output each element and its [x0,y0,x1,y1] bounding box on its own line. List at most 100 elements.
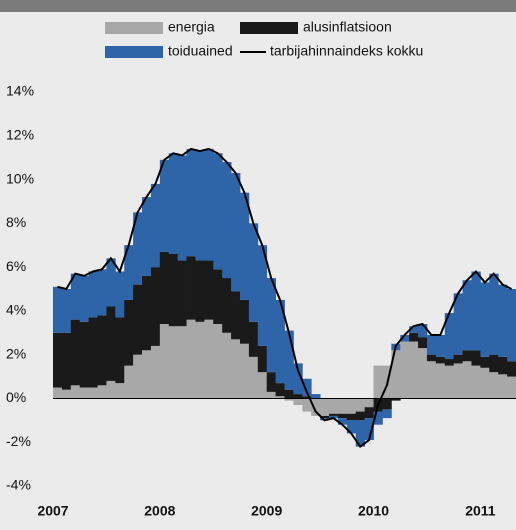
bar-segment [302,378,312,397]
bar-segment [186,148,196,257]
bar-segment [418,348,428,399]
bar-segment [426,361,437,399]
bar-segment [284,389,294,399]
bar-segment [453,293,463,355]
bar-segment [507,376,516,399]
bar-segment [337,418,348,425]
bar-segment [320,415,330,419]
bar-segment [231,172,241,292]
legend-label: tarbijahinnaindeks kokku [270,43,423,59]
bar-segment [257,372,268,399]
bar-segment [480,367,490,399]
bar-segment [61,332,72,390]
bar-segment [124,245,134,300]
bar-segment [79,275,90,322]
bar-segment [142,350,152,399]
bar-segment [70,273,81,320]
bar-segment [489,273,499,355]
bar-segment [115,317,125,384]
bar-segment [346,420,357,434]
bar-segment [159,324,170,399]
bar-segment [275,383,285,397]
bar-segment [444,359,455,366]
bar-segment [106,306,116,381]
bar-segment [489,354,499,373]
bar-segment [409,341,419,399]
bar-segment [239,192,250,300]
bar-segment [364,398,374,408]
bar-segment [391,398,401,401]
bar-segment [177,155,187,261]
y-tick-label: 2% [6,345,26,361]
bar-segment [462,361,472,399]
bar-segment [320,398,330,416]
bar-segment [222,162,232,279]
bar-segment [453,354,463,364]
bar-segment [248,321,259,357]
y-tick-label: -4% [6,477,31,493]
bar-segment [204,260,214,320]
x-tick-label: 2007 [37,503,68,519]
bar-segment [293,394,303,399]
bar-segment [453,363,463,399]
bar-segment [400,341,410,399]
bar-segment [159,159,170,252]
bar-segment [471,365,481,399]
bar-segment [480,282,490,357]
bar-segment [462,350,472,362]
line-series [57,147,512,449]
legend-swatch [240,22,298,34]
bar-segment [364,407,374,419]
bar-segment [231,339,241,399]
bar-segment [115,383,125,399]
bar-segment [435,356,446,364]
bar-segment [266,391,276,399]
bar-segment [257,345,268,373]
x-tick-label: 2008 [144,503,175,519]
y-tick-label: 12% [6,126,34,142]
bar-segment [355,398,366,412]
bar-segment [177,260,187,327]
bar-segment [70,385,81,399]
bar-segment [61,289,72,333]
bar-segment [213,153,223,270]
bar-segment [106,380,116,399]
bar-segment [70,319,81,386]
header-band [0,0,516,12]
bar-segment [409,326,419,333]
bar-segment [53,332,63,388]
bar-segment [213,269,223,325]
legend-label: toiduained [168,43,233,59]
legend-label: alusinflatsioon [303,19,392,35]
bar-segment [507,289,516,362]
bar-segment [248,223,259,322]
y-tick-label: 0% [6,389,26,405]
bar-segment [471,350,481,366]
bar-segment [293,363,303,395]
bar-segment [195,321,205,399]
bar-segment [391,350,401,399]
bar-segment [213,324,223,399]
bar-segment [355,411,366,421]
bar-segment [142,275,152,351]
bar-segment [400,334,410,342]
bar-segment [293,398,303,406]
bar-segment [106,258,116,307]
bar-segment [115,271,125,318]
y-tick-label: 10% [6,170,34,186]
bar-segment [266,278,276,373]
bar-segment [284,398,294,401]
bar-segment [88,387,98,399]
y-tick-label: -2% [6,433,31,449]
x-tick-label: 2011 [465,503,496,519]
bar-segment [337,398,348,414]
bar-segment [133,212,143,285]
bar-segment [444,365,455,399]
bar-segment [53,387,63,399]
bar-segment [364,418,374,441]
bar-segment [329,415,339,419]
bar-segment [97,269,107,316]
bar-segment [239,299,250,344]
bar-segment [53,286,63,333]
